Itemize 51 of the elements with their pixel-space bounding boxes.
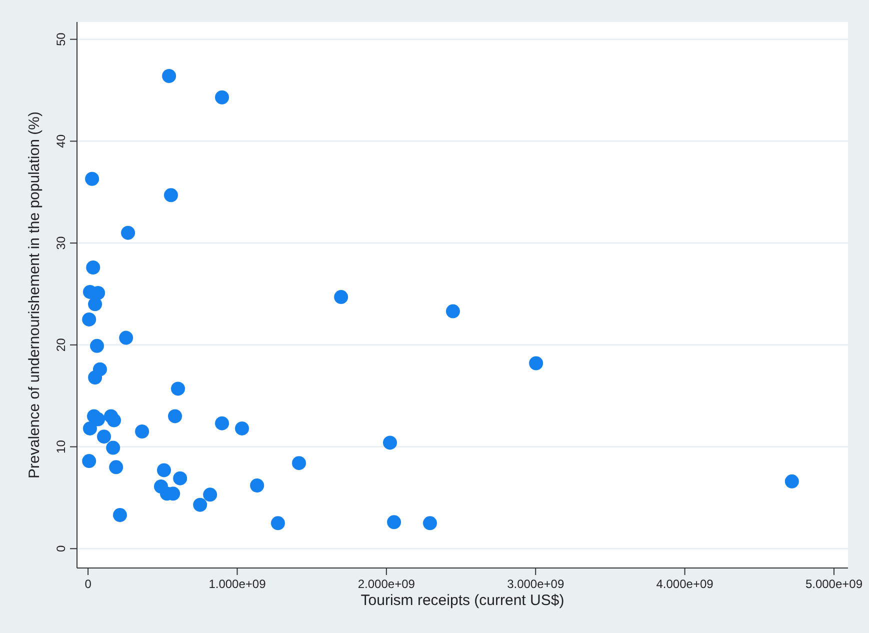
point: [446, 304, 460, 318]
y-tick-label: 20: [54, 338, 68, 352]
point: [784, 474, 799, 488]
y-tick-label: 0: [54, 544, 68, 552]
y-tick-label: 50: [54, 32, 68, 46]
point: [82, 312, 96, 326]
x-tick-label: 5.000e+09: [805, 577, 863, 591]
point: [270, 516, 285, 530]
x-tick-label: 4.000e+09: [656, 577, 714, 591]
point: [88, 297, 102, 312]
y-tick-label: 10: [54, 440, 68, 454]
point: [292, 456, 306, 470]
point: [85, 172, 100, 186]
point: [422, 516, 437, 530]
point: [107, 413, 121, 428]
point: [162, 68, 176, 83]
point: [171, 382, 185, 396]
point: [97, 430, 112, 444]
point: [173, 471, 188, 486]
point: [106, 440, 120, 455]
point: [121, 226, 136, 240]
x-tick-label: 2.000e+09: [358, 577, 416, 591]
point: [235, 421, 249, 436]
point: [193, 498, 208, 512]
point: [164, 188, 178, 202]
point: [156, 463, 171, 478]
point: [112, 508, 127, 522]
x-tick-label: 0: [84, 577, 92, 591]
point: [215, 90, 230, 104]
point: [382, 436, 397, 450]
y-tick-label: 40: [54, 134, 68, 148]
point: [86, 260, 100, 274]
point: [250, 478, 264, 492]
point: [215, 416, 230, 430]
point: [168, 409, 182, 424]
point: [90, 338, 104, 353]
x-tick-label: 1.000e+09: [208, 577, 266, 591]
point: [135, 424, 150, 438]
point: [529, 356, 544, 370]
point: [88, 370, 102, 385]
point: [82, 454, 96, 468]
x-tick-label: 3.000e+09: [507, 577, 564, 591]
point: [387, 515, 402, 530]
point: [119, 330, 134, 345]
point: [334, 290, 348, 304]
x-axis-title: Tourism receipts (current US$): [360, 592, 564, 609]
point: [203, 488, 218, 502]
y-axis-title: Prevalence of undernourishement in the population (%): [26, 112, 43, 478]
point: [82, 421, 97, 436]
point: [109, 460, 124, 474]
y-tick-label: 30: [54, 236, 68, 250]
